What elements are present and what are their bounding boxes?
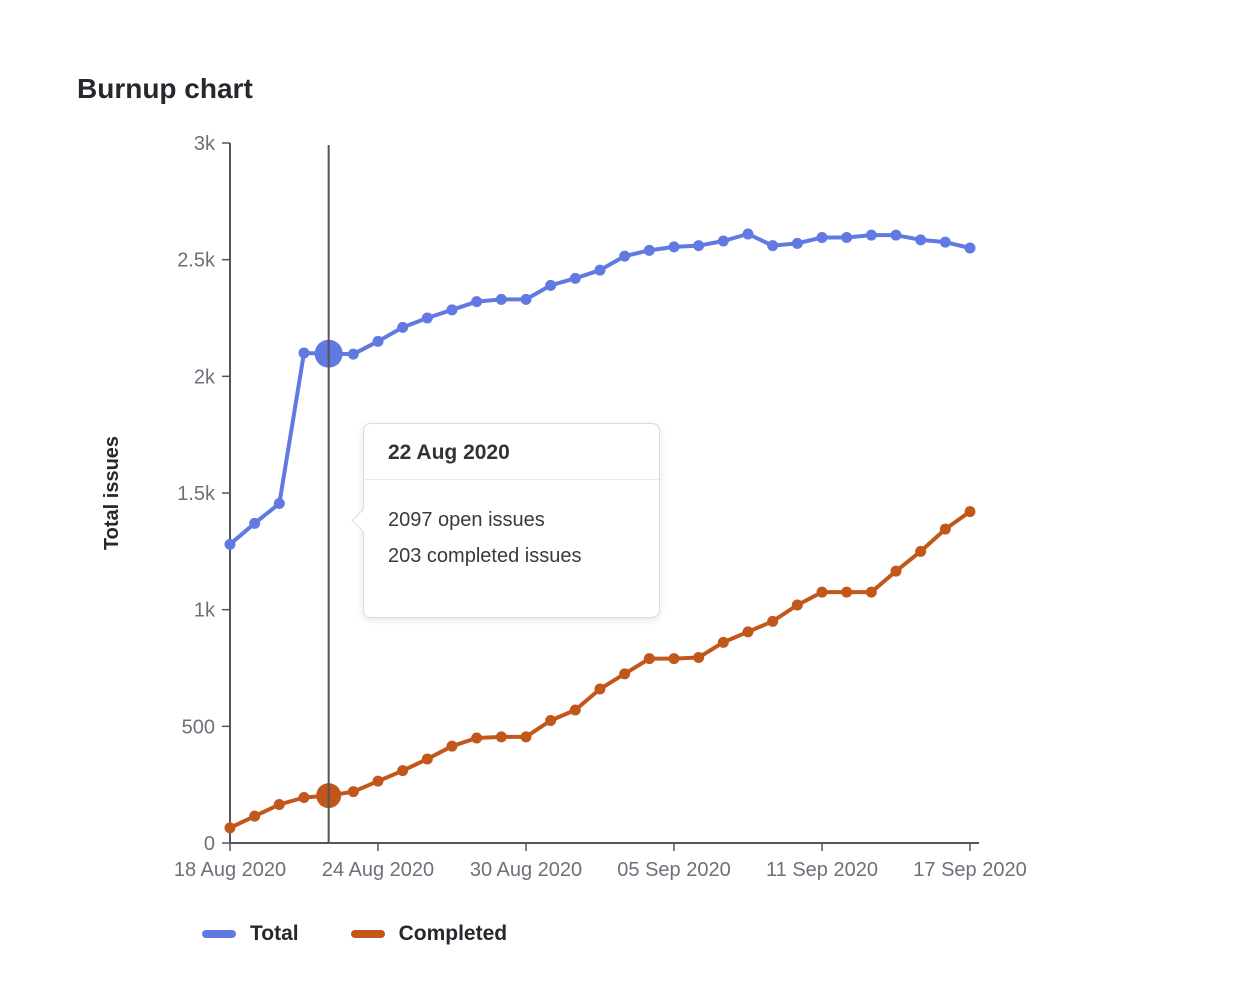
- data-point-total[interactable]: [495, 293, 507, 305]
- x-tick-label: 24 Aug 2020: [322, 859, 434, 881]
- y-tick-label: 1.5k: [177, 483, 216, 505]
- data-point-total[interactable]: [717, 235, 729, 247]
- data-point-completed[interactable]: [273, 799, 285, 810]
- series-completed[interactable]: [224, 506, 976, 834]
- data-point-total[interactable]: [372, 335, 384, 347]
- y-axis-ticks: 0 500 1k 1.5k 2k 2.5k 3k: [177, 133, 230, 855]
- tooltip-completed-issues: 203 completed issues: [388, 545, 582, 567]
- data-point-total[interactable]: [520, 293, 532, 305]
- data-point-total[interactable]: [224, 538, 236, 550]
- data-point-completed[interactable]: [446, 740, 458, 752]
- data-point-completed[interactable]: [717, 636, 729, 648]
- x-tick-label: 11 Sep 2020: [766, 859, 878, 881]
- page-title: Burnup chart: [77, 72, 253, 104]
- y-tick-label: 2k: [194, 366, 216, 388]
- chart-tooltip: 22 Aug 2020 2097 open issues 203 complet…: [351, 423, 660, 618]
- data-point-completed[interactable]: [939, 523, 951, 535]
- legend-label-completed: Completed: [398, 922, 508, 945]
- data-point-completed[interactable]: [964, 506, 976, 518]
- data-point-completed[interactable]: [890, 565, 902, 577]
- data-point-total[interactable]: [668, 241, 680, 253]
- data-point-completed[interactable]: [569, 704, 581, 716]
- data-point-completed[interactable]: [495, 731, 507, 743]
- data-point-total[interactable]: [865, 229, 877, 241]
- y-tick-label: 1k: [194, 600, 216, 622]
- data-point-total[interactable]: [298, 347, 310, 359]
- data-point-total[interactable]: [421, 312, 433, 324]
- data-point-total[interactable]: [619, 250, 631, 262]
- y-tick-label: 3k: [194, 133, 216, 155]
- data-point-total[interactable]: [767, 240, 779, 252]
- data-point-completed[interactable]: [791, 599, 803, 611]
- data-point-total[interactable]: [915, 234, 927, 246]
- data-point-total[interactable]: [273, 498, 285, 509]
- data-point-total[interactable]: [742, 228, 754, 240]
- data-point-completed[interactable]: [742, 626, 754, 638]
- data-point-completed[interactable]: [471, 732, 483, 744]
- data-point-total[interactable]: [939, 236, 951, 248]
- data-point-completed[interactable]: [347, 786, 359, 798]
- data-point-completed[interactable]: [298, 792, 310, 803]
- data-point-completed[interactable]: [767, 615, 779, 627]
- data-point-completed[interactable]: [372, 775, 384, 787]
- tooltip-open-issues: 2097 open issues: [388, 509, 545, 531]
- y-tick-label: 0: [204, 833, 215, 855]
- data-point-total[interactable]: [841, 232, 853, 243]
- data-point-total[interactable]: [347, 348, 359, 360]
- data-point-completed[interactable]: [668, 653, 680, 665]
- series-total[interactable]: [224, 228, 976, 550]
- data-point-total[interactable]: [816, 232, 828, 243]
- x-tick-label: 05 Sep 2020: [617, 859, 730, 881]
- chart-legend: Total Completed: [202, 922, 507, 946]
- data-point-completed[interactable]: [693, 652, 705, 663]
- y-axis-title: Total issues: [101, 436, 123, 550]
- data-point-total[interactable]: [471, 296, 483, 308]
- data-point-total[interactable]: [890, 229, 902, 241]
- y-tick-label: 500: [182, 716, 215, 738]
- data-point-completed[interactable]: [841, 586, 853, 598]
- data-point-completed[interactable]: [594, 683, 606, 695]
- total-series-swatch-icon: [202, 930, 236, 938]
- x-tick-label: 30 Aug 2020: [470, 859, 582, 881]
- legend-label-total: Total: [250, 922, 299, 945]
- legend-item-completed[interactable]: Completed: [350, 922, 508, 946]
- data-point-total[interactable]: [397, 321, 409, 333]
- data-point-completed[interactable]: [619, 668, 631, 680]
- data-point-total[interactable]: [569, 272, 581, 284]
- data-point-completed[interactable]: [249, 810, 261, 822]
- data-point-completed[interactable]: [915, 545, 927, 557]
- y-tick-label: 2.5k: [177, 250, 216, 272]
- data-point-total[interactable]: [545, 279, 557, 291]
- data-point-completed[interactable]: [816, 586, 828, 598]
- data-point-total[interactable]: [594, 264, 606, 276]
- data-point-completed[interactable]: [421, 753, 433, 765]
- tooltip-date: 22 Aug 2020: [364, 424, 659, 480]
- data-point-total[interactable]: [791, 237, 803, 249]
- data-point-total[interactable]: [964, 242, 976, 254]
- x-axis-ticks: 18 Aug 2020 24 Aug 2020 30 Aug 2020 05 Sep …: [174, 843, 1027, 881]
- data-point-total[interactable]: [249, 517, 261, 529]
- legend-item-total[interactable]: Total: [202, 922, 299, 946]
- x-tick-label: 17 Sep 2020: [913, 859, 1026, 881]
- data-point-completed[interactable]: [224, 822, 236, 834]
- data-point-total[interactable]: [446, 304, 458, 316]
- data-point-total[interactable]: [643, 244, 655, 256]
- data-point-total[interactable]: [693, 240, 705, 252]
- completed-series-swatch-icon: [350, 930, 385, 938]
- data-point-completed[interactable]: [520, 731, 532, 743]
- x-tick-label: 18 Aug 2020: [174, 859, 286, 881]
- data-point-completed[interactable]: [545, 715, 557, 726]
- data-point-completed[interactable]: [397, 765, 409, 777]
- data-point-completed[interactable]: [865, 586, 877, 598]
- data-point-completed[interactable]: [643, 653, 655, 665]
